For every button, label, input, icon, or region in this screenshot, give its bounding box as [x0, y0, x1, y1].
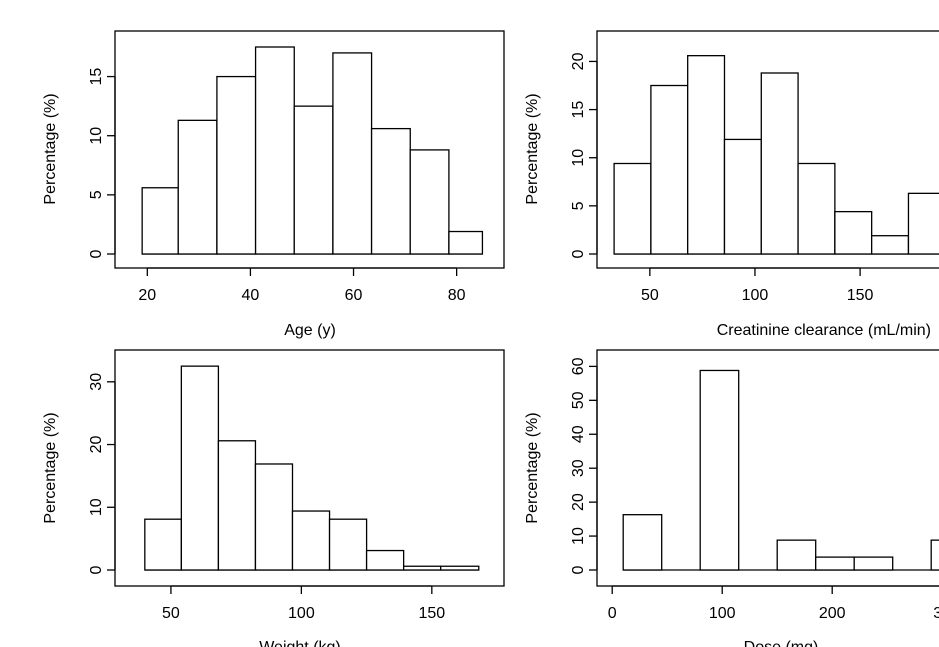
dose-histogram-panel: 0 100 200 30 0 10 20 30 40 50 60 Dose (mg) Percen… [524, 349, 939, 647]
histogram-bar [815, 556, 855, 571]
histogram-bars [622, 369, 939, 571]
x-tick-label: 80 [448, 287, 466, 304]
histogram-bar [699, 369, 740, 571]
histogram-bar [291, 510, 331, 571]
histogram-bar [760, 72, 799, 255]
histogram-bar [409, 149, 450, 255]
y-tick-label: 10 [88, 127, 105, 145]
y-tick-label: 20 [88, 436, 105, 454]
histogram-bar [723, 138, 762, 255]
x-axis-label: Age (y) [284, 322, 336, 339]
y-tick-label: 15 [88, 68, 105, 86]
x-tick-label: 60 [345, 287, 363, 304]
y-tick-label: 0 [88, 249, 105, 258]
x-tick-label: 100 [709, 605, 736, 622]
histogram-bars [613, 55, 939, 255]
y-tick-label: 10 [88, 498, 105, 516]
y-axis: 0 5 10 15 [88, 68, 116, 258]
x-axis-label: Weight (kg) [259, 639, 341, 647]
histogram-bar [871, 235, 910, 255]
histogram-bar [365, 549, 405, 571]
histogram-bar [141, 187, 179, 255]
x-axis: 20 40 60 80 [138, 267, 466, 304]
y-tick-label: 0 [570, 249, 587, 258]
histogram-bars [144, 365, 480, 571]
creatinine-histogram-panel: 50 100 150 0 5 10 15 20 Creatinine clearance (… [524, 30, 939, 339]
histogram-bar [216, 75, 257, 255]
histogram-bar [776, 539, 817, 571]
x-axis-label: Dose (mg) [744, 639, 819, 647]
x-axis: 0 100 200 30 [608, 585, 939, 622]
histogram-bar [293, 105, 334, 255]
y-tick-label: 10 [570, 149, 587, 167]
histogram-bar [144, 518, 183, 571]
histogram-bar [180, 365, 220, 571]
x-tick-label: 50 [641, 287, 659, 304]
y-axis: 0 10 20 30 40 50 60 [570, 357, 598, 574]
y-tick-label: 60 [570, 357, 587, 375]
y-axis-label: Percentage (%) [42, 93, 59, 204]
y-tick-label: 10 [570, 527, 587, 545]
histogram-bar [687, 55, 726, 255]
histogram-bar [448, 230, 484, 255]
x-tick-label: 50 [162, 605, 180, 622]
y-tick-label: 20 [570, 52, 587, 70]
y-tick-label: 50 [570, 391, 587, 409]
y-tick-label: 20 [570, 493, 587, 511]
y-axis: 0 5 10 15 20 [570, 52, 598, 258]
x-axis: 50 100 150 [162, 585, 445, 622]
histogram-bar [177, 119, 218, 255]
x-tick-label: 150 [847, 287, 874, 304]
y-tick-label: 5 [570, 201, 587, 210]
histogram-bar [217, 440, 257, 571]
histogram-bar [332, 52, 373, 255]
histogram-bar [370, 127, 411, 255]
y-axis-label: Percentage (%) [42, 412, 59, 523]
x-tick-label: 30 [933, 605, 939, 622]
y-axis-label: Percentage (%) [524, 93, 541, 204]
y-tick-label: 0 [88, 565, 105, 574]
y-axis: 0 10 20 30 [88, 373, 116, 574]
histogram-bar [907, 192, 939, 255]
x-tick-label: 40 [242, 287, 260, 304]
y-axis-label: Percentage (%) [524, 412, 541, 523]
x-axis-label: Creatinine clearance (mL/min) [717, 322, 931, 339]
age-histogram-panel: 20 40 60 80 0 5 10 15 Age (y) Percentage (%) [42, 30, 505, 339]
x-tick-label: 100 [288, 605, 315, 622]
histogram-bar [650, 84, 689, 255]
x-axis: 50 100 150 [641, 267, 874, 304]
x-tick-label: 0 [608, 605, 617, 622]
y-tick-label: 30 [88, 373, 105, 391]
histogram-bar [254, 46, 295, 255]
histogram-bar [622, 514, 663, 571]
y-tick-label: 5 [88, 190, 105, 199]
weight-histogram-panel: 50 100 150 0 10 20 30 Weight (kg) Percentage … [42, 349, 505, 647]
x-tick-label: 20 [138, 287, 156, 304]
histogram-bar [402, 565, 442, 571]
y-tick-label: 30 [570, 459, 587, 477]
x-tick-label: 100 [742, 287, 769, 304]
histogram-bar [930, 539, 939, 571]
x-tick-label: 150 [418, 605, 445, 622]
histogram-bar [834, 210, 873, 255]
histogram-bar [328, 518, 368, 571]
histogram-bar [440, 565, 480, 571]
histogram-bar [797, 162, 836, 255]
histogram-bar [853, 556, 894, 571]
x-tick-label: 200 [819, 605, 846, 622]
y-tick-label: 40 [570, 425, 587, 443]
y-tick-label: 0 [570, 565, 587, 574]
y-tick-label: 15 [570, 101, 587, 119]
histogram-bars [141, 46, 484, 255]
histogram-bar [254, 463, 294, 571]
histogram-bar [613, 162, 652, 255]
